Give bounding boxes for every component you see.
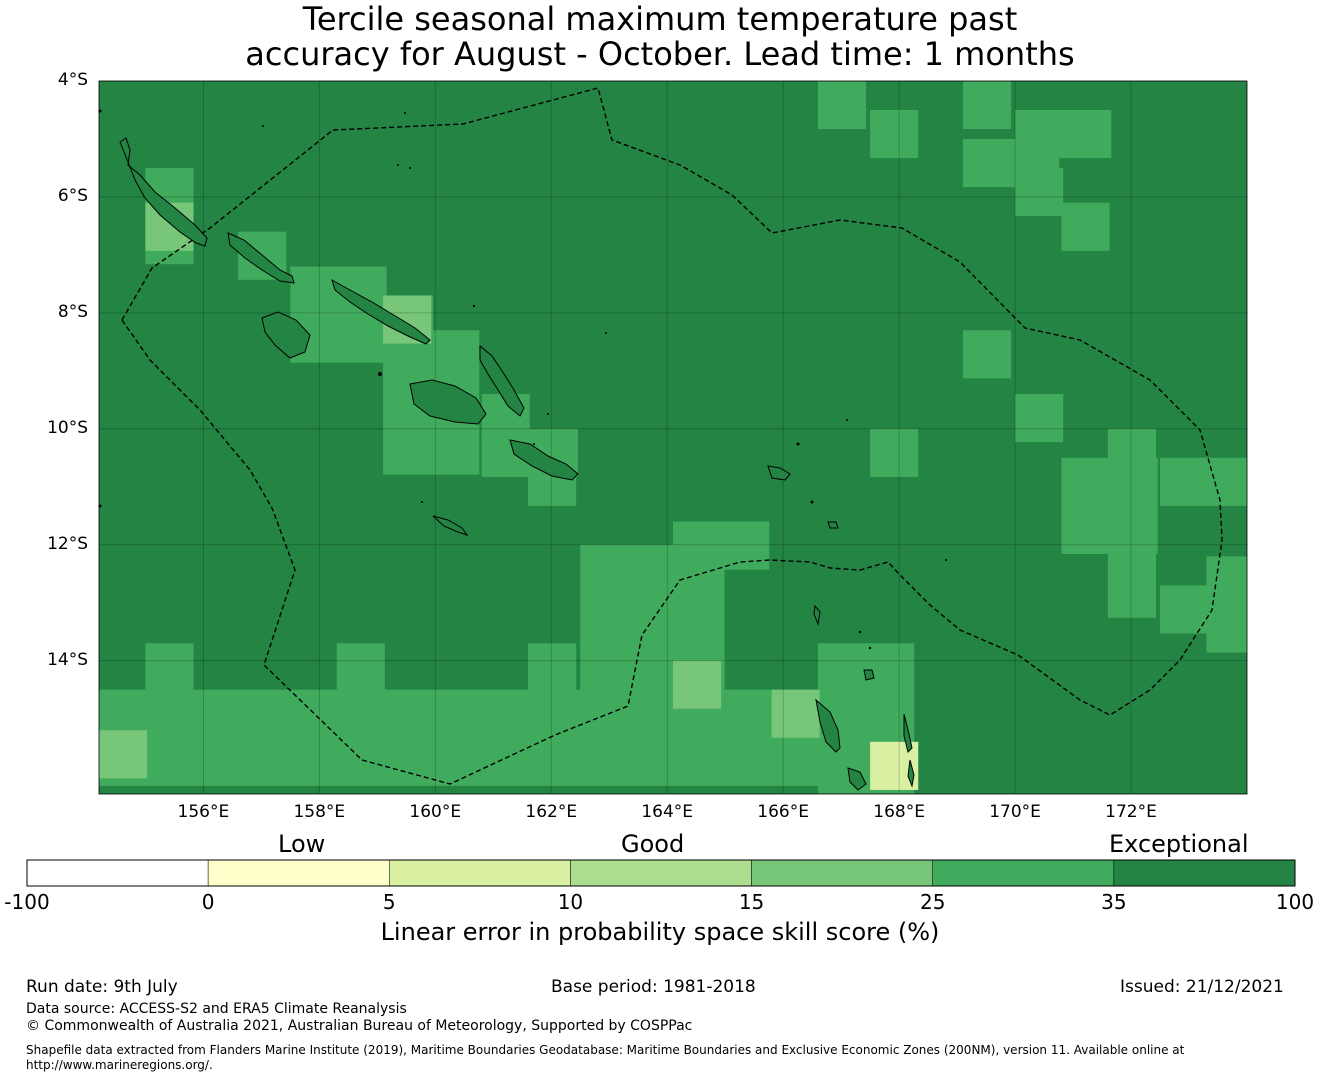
skill-cell-25-35 [145, 643, 194, 692]
malekula-island [847, 767, 867, 791]
skill-cell-25-35 [1107, 521, 1156, 618]
lat-label: 12°S [47, 533, 88, 554]
lon-label: 156°E [177, 802, 230, 822]
skill-cell-25-35 [336, 643, 385, 692]
santa-cruz-island [767, 465, 791, 481]
map-title-line-1: Tercile seasonal maximum temperature pas… [302, 0, 1018, 38]
skill-cell-25-35 [1061, 202, 1110, 251]
colorbar-tick-label: 35 [1101, 890, 1127, 914]
lat-label: 10°S [47, 417, 88, 438]
colorbar-segment-0-5 [207, 859, 390, 887]
colorbar-tick-label: 100 [1275, 890, 1315, 914]
lat-label: 14°S [47, 649, 88, 670]
colorbar-segment-5-10 [389, 859, 571, 887]
lon-label: 168°E [873, 802, 925, 822]
lon-label: 158°E [293, 802, 346, 822]
colorbar-segment-35-100 [1113, 859, 1296, 887]
espiritu-santo-island [815, 698, 841, 753]
map-gridlines [99, 81, 1247, 794]
pentecost-island [907, 759, 915, 788]
lon-label: 166°E [757, 802, 809, 822]
skill-cell-25-35 [1160, 457, 1247, 506]
skill-score-map [98, 80, 1248, 795]
lat-label: 6°S [57, 185, 88, 206]
malaita-island [479, 344, 525, 417]
skill-score-cells [99, 81, 1247, 794]
legend-category-low: Low [278, 830, 326, 858]
makira-island [509, 439, 579, 481]
choiseul-island [227, 232, 295, 284]
vanikoro-island [827, 521, 839, 529]
issued-date: Issued: 21/12/2021 [1120, 977, 1284, 997]
colorbar-segment-15-25 [751, 859, 933, 887]
colorbar-tick-label: 0 [201, 890, 215, 914]
data-source: Data source: ACCESS-S2 and ERA5 Climate … [26, 1001, 407, 1017]
eez-boundary [121, 87, 1223, 785]
skill-cell-25-35 [1160, 585, 1209, 634]
lat-label: 8°S [57, 301, 88, 322]
lon-label: 162°E [525, 802, 578, 822]
skill-cell-25-35 [870, 109, 919, 159]
lon-label: 160°E [409, 802, 462, 822]
banks-islands [863, 669, 875, 681]
skill-cell-25-35 [817, 81, 867, 130]
colorbar-title: Linear error in probability space skill … [380, 918, 940, 946]
skill-cell-15-25 [673, 660, 722, 709]
map-title-line-2: accuracy for August - October. Lead time… [245, 35, 1075, 73]
map-frame [98, 80, 1248, 795]
skill-cell-15-25 [99, 730, 148, 779]
legend-category-good: Good [621, 830, 685, 858]
skill-cell-25-35 [962, 81, 1012, 130]
colorbar-segment-25-35 [932, 859, 1115, 887]
colorbar-tick-label: 25 [919, 890, 946, 914]
bougainville-island [119, 137, 208, 247]
colorbar-segment--100-0 [26, 859, 209, 887]
maewo-island [903, 713, 913, 753]
guadalcanal-island [409, 379, 487, 425]
skill-cell-25-35 [1015, 167, 1064, 217]
copyright-notice: © Commonwealth of Australia 2021, Austra… [26, 1018, 693, 1034]
land-outlines [119, 137, 915, 791]
skill-cell-25-35 [870, 428, 919, 477]
skill-cell-15-25 [771, 689, 820, 738]
colorbar-frame [26, 859, 1296, 887]
lon-label: 170°E [989, 802, 1041, 822]
colorbar-tick-label: 10 [557, 890, 584, 914]
colorbar-tick-label: -100 [4, 890, 50, 914]
rennell-island [432, 515, 469, 536]
colorbar-tick-label: 15 [738, 890, 765, 914]
skill-cell-25-35 [528, 643, 577, 692]
run-date: Run date: 9th July [26, 977, 178, 997]
skill-cell-25-35 [962, 330, 1012, 379]
colorbar-tick-label: 5 [382, 890, 396, 914]
lon-label: 164°E [641, 802, 694, 822]
solomon-islands-eez-line [121, 87, 1223, 785]
shapefile-credit: Shapefile data extracted from Flanders M… [26, 1043, 1185, 1072]
new-georgia-island [261, 311, 311, 359]
torres-islands [813, 604, 821, 626]
colorbar-segment-10-15 [570, 859, 752, 887]
lon-label: 172°E [1105, 802, 1157, 822]
lat-label: 4°S [57, 70, 88, 90]
santa-isabel-island [331, 278, 431, 345]
skill-cell-25-35 [673, 521, 770, 570]
skill-cell-25-35 [1015, 394, 1064, 443]
base-period: Base period: 1981-2018 [551, 977, 756, 997]
legend-category-exceptional: Exceptional [1109, 830, 1249, 858]
skill-score-colorbar [26, 859, 1296, 887]
